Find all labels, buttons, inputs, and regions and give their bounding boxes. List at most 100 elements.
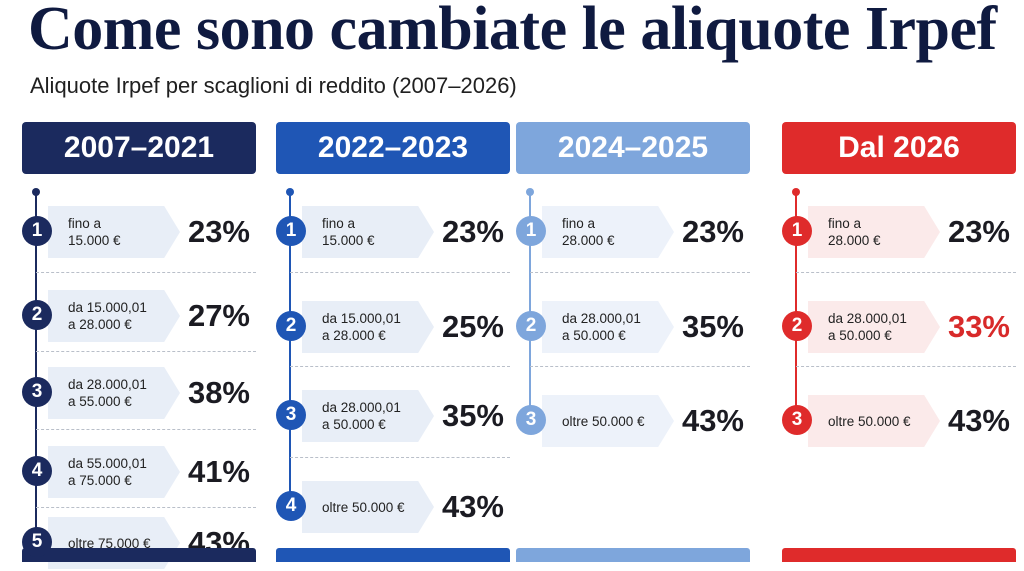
bracket-tag [48, 446, 180, 498]
bracket-rate: 25% [441, 309, 504, 344]
bracket-range-line2: a 28.000 € [322, 328, 386, 343]
column-footer-bar [22, 548, 256, 562]
column-4: Dal 2026 1 fino a 28.000 € 23% 2 da 28.000,01 a… [782, 122, 1016, 562]
bracket-tag [808, 395, 940, 447]
bracket-range: da 15.000,01 a 28.000 € [322, 299, 452, 355]
bracket-number: 3 [22, 377, 52, 407]
bracket-number: 1 [782, 216, 812, 246]
bracket-range: oltre 50.000 € [828, 393, 958, 449]
row-separator [530, 366, 750, 367]
bracket-range: fino a 15.000 € [322, 204, 452, 260]
timeline-dot [792, 188, 800, 196]
bracket-range: da 28.000,01 a 50.000 € [562, 299, 692, 355]
row-separator [290, 272, 510, 273]
bracket-number: 1 [276, 216, 306, 246]
bracket-number: 3 [782, 405, 812, 435]
bracket-rate: 43% [947, 403, 1010, 438]
bracket-row: 3 da 28.000,01 a 50.000 € 35% [276, 388, 510, 444]
bracket-tag [808, 206, 940, 258]
timeline-dot [32, 188, 40, 196]
bracket-row: 2 da 15.000,01 a 28.000 € 25% [276, 299, 510, 355]
column-3: 2024–2025 1 fino a 28.000 € 23% 2 da 28.000,01… [516, 122, 750, 562]
bracket-range-line1: fino a [828, 216, 862, 231]
bracket-row: 3 oltre 50.000 € 43% [516, 393, 750, 449]
bracket-number: 5 [22, 527, 52, 557]
bracket-range: oltre 50.000 € [562, 393, 692, 449]
bracket-number: 4 [276, 491, 306, 521]
bracket-rate: 43% [187, 525, 250, 560]
column-footer-bar [516, 548, 750, 562]
column-footer-bar [276, 548, 510, 562]
row-separator [290, 366, 510, 367]
bracket-range: da 28.000,01 a 50.000 € [828, 299, 958, 355]
page-title: Come sono cambiate le aliquote Irpef [28, 0, 997, 63]
bracket-range-line1: oltre 50.000 € [562, 413, 645, 429]
row-separator [36, 351, 256, 352]
bracket-range: oltre 75.000 € [68, 515, 198, 571]
bracket-row: 2 da 15.000,01 a 28.000 € 27% [22, 288, 256, 344]
bracket-range: da 15.000,01 a 28.000 € [68, 288, 198, 344]
bracket-range-line2: a 50.000 € [562, 328, 626, 343]
bracket-row: 5 oltre 75.000 € 43% [22, 515, 256, 571]
bracket-rate: 35% [441, 398, 504, 433]
bracket-range-line2: 15.000 € [322, 233, 375, 248]
bracket-rate: 23% [947, 214, 1010, 249]
bracket-rate: 23% [441, 214, 504, 249]
bracket-range: da 28.000,01 a 55.000 € [68, 365, 198, 421]
bracket-number: 1 [516, 216, 546, 246]
column-1: 2007–2021 1 fino a 15.000 € 23% 2 da 15.000,01… [22, 122, 256, 569]
bracket-tag [542, 206, 674, 258]
bracket-tag [302, 206, 434, 258]
bracket-range: fino a 28.000 € [828, 204, 958, 260]
bracket-tag [302, 390, 434, 442]
timeline-line [795, 192, 797, 421]
bracket-range: da 28.000,01 a 50.000 € [322, 388, 452, 444]
bracket-rate: 43% [441, 489, 504, 524]
bracket-row: 3 da 28.000,01 a 55.000 € 38% [22, 365, 256, 421]
bracket-number: 2 [276, 311, 306, 341]
bracket-row: 1 fino a 15.000 € 23% [22, 204, 256, 260]
timeline-line [529, 192, 531, 421]
bracket-range-line1: da 28.000,01 [322, 400, 401, 415]
bracket-tag [302, 301, 434, 353]
bracket-rate: 35% [681, 309, 744, 344]
bracket-rate: 43% [681, 403, 744, 438]
timeline-line [289, 192, 291, 507]
bracket-range-line2: a 55.000 € [68, 394, 132, 409]
row-separator [36, 507, 256, 508]
bracket-row: 1 fino a 15.000 € 23% [276, 204, 510, 260]
bracket-range-line2: 28.000 € [828, 233, 881, 248]
bracket-range-line1: da 28.000,01 [562, 311, 641, 326]
timeline-line [35, 192, 37, 543]
bracket-row: 4 da 55.000,01 a 75.000 € 41% [22, 444, 256, 500]
bracket-range: fino a 15.000 € [68, 204, 198, 260]
bracket-tag [542, 395, 674, 447]
bracket-range-line2: 15.000 € [68, 233, 121, 248]
bracket-tag [302, 481, 434, 533]
bracket-number: 2 [22, 300, 52, 330]
bracket-range-line1: oltre 50.000 € [322, 499, 405, 515]
bracket-range-line1: da 15.000,01 [68, 300, 147, 315]
bracket-number: 1 [22, 216, 52, 246]
bracket-row: 1 fino a 28.000 € 23% [516, 204, 750, 260]
bracket-range: oltre 50.000 € [322, 479, 452, 535]
column-header: 2007–2021 [22, 122, 256, 174]
bracket-range-line2: a 75.000 € [68, 473, 132, 488]
column-header: 2022–2023 [276, 122, 510, 174]
column-footer-bar [782, 548, 1016, 562]
bracket-number: 3 [276, 400, 306, 430]
bracket-range-line1: fino a [322, 216, 356, 231]
bracket-range-line1: da 28.000,01 [68, 377, 147, 392]
bracket-range-line1: fino a [68, 216, 102, 231]
bracket-rate: 33% [947, 309, 1010, 344]
bracket-number: 3 [516, 405, 546, 435]
bracket-range-line1: da 28.000,01 [828, 311, 907, 326]
bracket-tag [542, 301, 674, 353]
bracket-range-line2: a 50.000 € [828, 328, 892, 343]
bracket-range-line1: oltre 75.000 € [68, 535, 151, 551]
row-separator [290, 457, 510, 458]
row-separator [36, 272, 256, 273]
column-header: Dal 2026 [782, 122, 1016, 174]
bracket-range-line1: oltre 50.000 € [828, 413, 911, 429]
bracket-range-line2: a 50.000 € [322, 417, 386, 432]
